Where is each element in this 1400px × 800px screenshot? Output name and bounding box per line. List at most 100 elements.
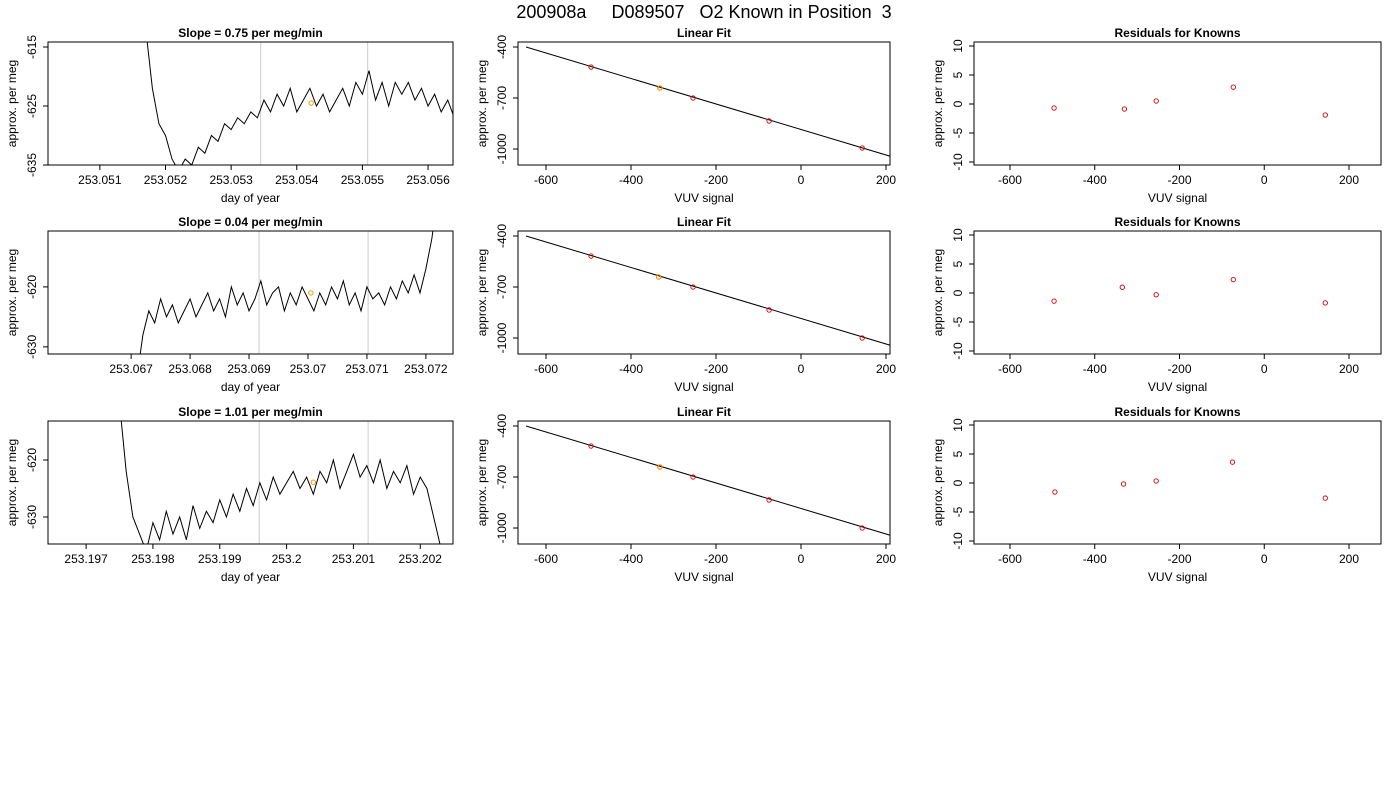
highlight-point [657, 85, 663, 91]
panel-title: Linear Fit [677, 405, 731, 419]
point [1153, 292, 1159, 298]
y-axis-label: approx. per meg [5, 60, 19, 147]
x-tick-label: 253.198 [131, 552, 175, 566]
plot-frame [47, 420, 454, 545]
point [859, 335, 865, 341]
x-tick-label: -400 [1083, 552, 1107, 566]
point [690, 474, 696, 480]
y-tick-label: -620 [25, 275, 39, 299]
x-tick-label: 253.071 [345, 362, 389, 376]
figure-title: 200908a D089507 O2 Known in Position 3 [516, 2, 891, 22]
x-tick-label: 200 [1339, 362, 1359, 376]
plot-frame [973, 41, 1382, 166]
panel: Slope = 0.75 per meg/min day of year appro… [5, 26, 454, 205]
plot-area [1052, 459, 1328, 501]
point [1230, 84, 1236, 90]
panel-title: Linear Fit [677, 26, 731, 40]
x-tick-label: -400 [619, 362, 643, 376]
y-tick-label: 5 [951, 450, 965, 457]
y-axis-label: approx. per meg [931, 249, 945, 336]
plot-area [1051, 277, 1328, 306]
point [690, 284, 696, 290]
x-axis-label: VUV signal [674, 380, 733, 394]
point [1322, 112, 1328, 118]
y-tick-label: 5 [951, 71, 965, 78]
y-axis-label: approx. per meg [931, 60, 945, 147]
point [1119, 284, 1125, 290]
x-tick-label: 253.054 [275, 173, 319, 187]
panel-title: Slope = 0.75 per meg/min [178, 26, 322, 40]
plot-frame [47, 230, 454, 355]
x-axis-label: VUV signal [1148, 380, 1207, 394]
x-axis-label: day of year [221, 570, 280, 584]
x-tick-label: 253.2 [272, 552, 302, 566]
y-tick-label: -700 [495, 275, 509, 299]
point [766, 497, 772, 503]
plot-frame [517, 41, 891, 166]
plot-frame [517, 420, 891, 545]
y-tick-label: 10 [951, 418, 965, 432]
point [588, 64, 594, 70]
x-tick-label: -400 [1083, 173, 1107, 187]
highlight-point [655, 274, 662, 280]
x-tick-label: 253.068 [168, 362, 212, 376]
y-tick-label: -625 [25, 94, 39, 118]
point [859, 525, 865, 531]
x-tick-label: 0 [798, 173, 805, 187]
x-tick-label: -400 [1083, 362, 1107, 376]
y-tick-label: -700 [495, 86, 509, 110]
x-tick-label: 253.07 [290, 362, 327, 376]
x-tick-label: 0 [798, 552, 805, 566]
plot-area [146, 42, 453, 165]
y-tick-label: 10 [951, 228, 965, 242]
x-tick-label: -600 [998, 362, 1022, 376]
x-tick-label: -600 [534, 552, 558, 566]
y-tick-label: -400 [495, 414, 509, 438]
x-tick-label: 253.056 [406, 173, 450, 187]
x-tick-label: -600 [998, 552, 1022, 566]
point [1322, 300, 1328, 306]
point [588, 443, 594, 449]
x-tick-label: 0 [1261, 173, 1268, 187]
plot-frame [973, 420, 1382, 545]
x-axis-label: VUV signal [1148, 191, 1207, 205]
data-line [146, 42, 453, 165]
x-tick-label: -200 [1167, 173, 1191, 187]
x-tick-label: -200 [1167, 552, 1191, 566]
y-axis-label: approx. per meg [5, 439, 19, 526]
x-tick-label: -200 [1167, 362, 1191, 376]
x-tick-label: 253.069 [227, 362, 271, 376]
plot-area [1051, 84, 1328, 118]
point [588, 253, 594, 259]
point [859, 145, 865, 151]
x-tick-label: 0 [798, 362, 805, 376]
y-tick-label: 0 [951, 100, 965, 107]
highlight-point [308, 100, 314, 106]
panel: Linear Fit VUV signal approx. per meg -600 -… [475, 215, 896, 394]
panel-title: Residuals for Knowns [1114, 405, 1240, 419]
panel: Linear Fit VUV signal approx. per meg -600 -… [475, 26, 896, 205]
y-tick-label: -10 [951, 153, 965, 171]
x-tick-label: 200 [876, 552, 896, 566]
x-tick-label: -200 [704, 173, 728, 187]
panel: Linear Fit VUV signal approx. per meg -600 -… [475, 405, 896, 584]
plot-area [120, 421, 441, 544]
plot-area [525, 235, 890, 346]
point [1153, 478, 1159, 484]
panel: Residuals for Knowns VUV signal approx. pe… [931, 26, 1382, 205]
point [1230, 277, 1236, 283]
plot-frame [47, 41, 454, 166]
y-tick-label: -5 [951, 506, 965, 517]
panel: Residuals for Knowns VUV signal approx. pe… [931, 405, 1382, 584]
y-tick-label: -620 [25, 448, 39, 472]
point [1322, 495, 1328, 501]
y-tick-label: -400 [495, 35, 509, 59]
x-tick-label: 253.053 [209, 173, 253, 187]
y-tick-label: -1000 [495, 512, 509, 543]
point [766, 118, 772, 124]
data-line [120, 421, 441, 544]
x-tick-label: 253.201 [332, 552, 376, 566]
panel: Slope = 1.01 per meg/min day of year appro… [5, 405, 454, 584]
panel-title: Slope = 0.04 per meg/min [178, 215, 322, 229]
x-tick-label: -200 [704, 362, 728, 376]
